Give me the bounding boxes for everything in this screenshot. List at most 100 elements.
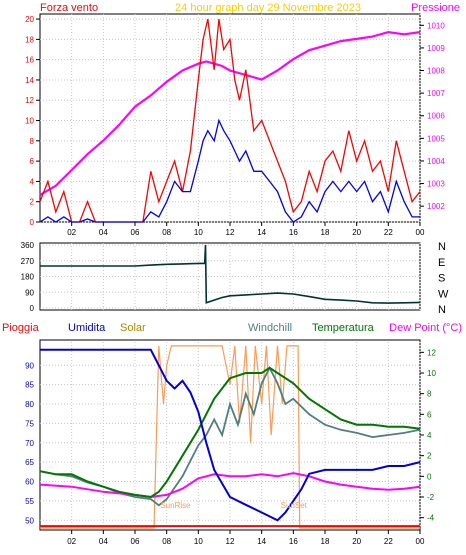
temp-tick-label-x: 06 [131,537,140,546]
wind-tick-label-y: 20 [25,15,34,24]
direction-grid [40,243,421,310]
temp-ticks: 02 04 06 08 10 12 14 16 18 20 22 005055606570758085… [25,348,436,546]
legend-item: Pioggia [2,322,40,334]
pressure-tick-label: 1010 [427,21,445,30]
temp-tick-label: -4 [427,514,435,523]
temp-tick-label: 4 [427,431,432,440]
temp-tick-label: 12 [427,348,436,357]
wind-tick-label-y: 2 [30,198,35,207]
chart-title: 24 hour graph day 29 Novembre 2023 [175,2,361,14]
humidity-tick-label: 55 [25,497,34,506]
legend-item: Solar [120,322,146,334]
legend-item: Umidita [68,322,106,334]
temp-tick-label-x: 12 [226,537,235,546]
humidity-tick-label: 80 [25,400,34,409]
humidity-tick-label: 85 [25,381,34,390]
compass-label: W [438,288,449,300]
direction-tick-label: 0 [30,304,35,313]
pressure-tick-label: 1006 [427,112,445,121]
temp-tick-label-x: 14 [257,537,266,546]
direction-tick-label: 360 [21,241,35,250]
direction-series [40,244,421,304]
pressure-tick-label: 1008 [427,67,445,76]
humidity-tick-label: 70 [25,439,34,448]
pressure-tick-label: 1003 [427,180,445,189]
wind-tick-label-y: 18 [25,35,34,44]
direction-series [40,244,421,304]
wind-series-pressione [39,30,421,196]
legend-item: Windchill [248,322,292,334]
pressure-axis-label: Pressione [411,2,460,14]
wind-tick-label-y: 6 [30,157,35,166]
wind-tick-label-x: 10 [194,228,203,237]
wind-tick-label-x: 22 [384,228,393,237]
temp-tick-label-x: 00 [416,537,425,546]
pressure-tick-label: 1004 [427,157,445,166]
wind-axis-label: Forza vento [40,2,98,14]
temp-tick-label-x: 04 [99,537,108,546]
sunrise-label: SunRise [160,501,191,510]
temp-tick-label: 10 [427,369,436,378]
wind-series [39,18,421,223]
legend-item: Dew Point (°C) [389,322,462,334]
wind-tick-label-y: 16 [25,56,34,65]
temp-series-temperatura [39,366,421,499]
wind-tick-label-y: 14 [25,76,34,85]
temp-grid [40,342,421,528]
humidity-tick-label: 75 [25,419,34,428]
wind-tick-label-x: 08 [162,228,171,237]
pressure-tick-label: 1005 [427,134,445,143]
temp-tick-label-x: 08 [162,537,171,546]
temp-tick-label: 6 [427,410,432,419]
temp-legend: Pioggia Umidita Solar Windchill Temperatura D… [2,322,462,334]
pressure-tick-label: 1007 [427,89,445,98]
wind-plot-area [39,13,421,223]
wind-tick-label-x: 04 [99,228,108,237]
wind-tick-label-x: 16 [289,228,298,237]
wind-tick-label-x: 02 [67,228,76,237]
temp-tick-label-x: 10 [194,537,203,546]
temp-series-solar [40,345,420,529]
temp-tick-label-x: 20 [352,537,361,546]
temp-tick-label-x: 16 [289,537,298,546]
humidity-tick-label: 65 [25,458,34,467]
compass-label: N [438,304,446,316]
temp-tick-label: 0 [427,472,432,481]
compass-label: S [438,273,445,285]
wind-series-vento-medio [39,118,420,223]
temp-tick-label-x: 22 [384,537,393,546]
wind-ticks: 02 04 06 08 10 12 14 16 18 20 22 000246810121416182… [25,15,445,237]
sunset-label: SunSet [281,501,308,510]
pressure-tick-label: 1009 [427,44,445,53]
direction-tick-label: 90 [25,288,34,297]
wind-tick-label-x: 00 [416,228,425,237]
compass-label: N [438,241,446,253]
temp-series [39,345,421,529]
temp-tick-label: -2 [427,493,435,502]
pressure-tick-label: 1002 [427,202,445,211]
direction-tick-label: 180 [21,273,35,282]
temp-series-umidita [40,348,421,522]
humidity-tick-label: 60 [25,478,34,487]
wind-tick-label-y: 8 [30,137,35,146]
humidity-tick-label: 90 [25,361,34,370]
wind-tick-label-y: 0 [30,218,35,227]
temp-tick-label: 2 [427,452,432,461]
legend-item: Temperatura [312,322,375,334]
temp-tick-label-x: 18 [321,537,330,546]
wind-tick-label-x: 14 [257,228,266,237]
humidity-tick-label: 50 [25,516,34,525]
direction-tick-label: 270 [21,257,35,266]
wind-tick-label-y: 10 [25,117,34,126]
compass-label: E [438,257,445,269]
temp-tick-label: 8 [427,390,432,399]
wind-tick-label-x: 12 [226,228,235,237]
wind-tick-label-y: 4 [30,177,35,186]
wind-tick-label-x: 18 [321,228,330,237]
wind-tick-label-x: 20 [352,228,361,237]
direction-ticks: 0 N 90 W 180 S 270 E 360 N [21,241,449,316]
wind-tick-label-x: 06 [131,228,140,237]
wind-tick-label-y: 12 [25,96,34,105]
temp-tick-label-x: 02 [67,537,76,546]
